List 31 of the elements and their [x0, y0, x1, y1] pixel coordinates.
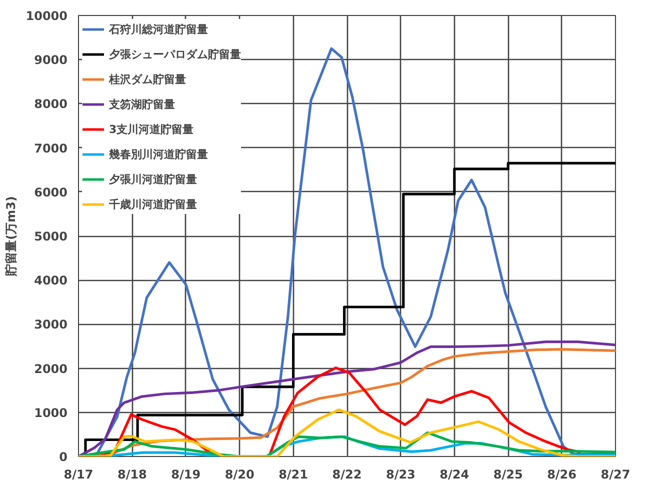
- y-tick-label: 6000: [34, 185, 68, 200]
- x-tick-label: 8/18: [117, 468, 147, 482]
- legend-label: 千歳川河道貯留量: [109, 196, 197, 212]
- x-tick-label: 8/21: [278, 468, 308, 482]
- x-tick-label: 8/17: [64, 468, 94, 482]
- legend-label: 石狩川総河道貯留量: [109, 22, 208, 37]
- y-tick-label: 7000: [34, 141, 68, 156]
- y-tick-label: 2000: [34, 362, 68, 376]
- legend-label: 夕張シューパロダム貯留量: [109, 46, 241, 62]
- legend-label: 支笏湖貯留量: [109, 96, 175, 112]
- y-tick-label: 10000: [26, 9, 68, 23]
- legend-label: 桂沢ダム貯留量: [109, 72, 186, 87]
- x-tick-label: 8/27: [600, 468, 630, 482]
- x-tick-label: 8/26: [547, 468, 577, 482]
- x-tick-label: 8/22: [332, 468, 362, 482]
- legend-label: 夕張川河道貯留量: [109, 172, 197, 187]
- y-tick-label: 5000: [34, 230, 68, 244]
- y-tick-label: 3000: [34, 318, 68, 332]
- x-tick-label: 8/25: [493, 468, 523, 482]
- x-tick-label: 8/23: [386, 468, 416, 482]
- x-tick-label: 8/24: [440, 468, 470, 482]
- y-tick-label: 8000: [34, 97, 68, 112]
- y-tick-label: 1000: [34, 406, 68, 420]
- legend-label: 幾春別川河道貯留量: [109, 146, 208, 162]
- y-tick-label: 4000: [34, 274, 68, 288]
- y-axis-title: 貯留量(万m3): [4, 196, 18, 277]
- x-tick-label: 8/19: [171, 468, 201, 482]
- y-tick-label: 9000: [34, 53, 68, 68]
- legend-label: 3支川河道貯留量: [109, 122, 194, 137]
- y-tick-label: 0: [59, 450, 68, 464]
- x-tick-label: 8/20: [224, 468, 254, 482]
